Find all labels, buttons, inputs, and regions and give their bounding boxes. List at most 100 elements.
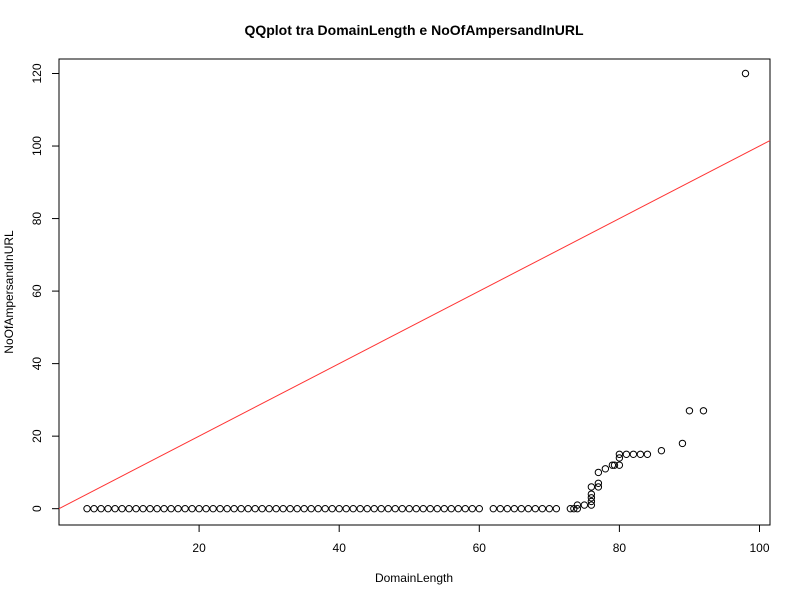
data-point (286, 504, 294, 513)
data-point (118, 504, 126, 513)
data-point (279, 504, 287, 513)
data-point (349, 504, 357, 513)
data-point (111, 504, 119, 513)
data-point (610, 461, 619, 469)
data-point (300, 504, 308, 513)
data-point (587, 483, 596, 491)
data-point (132, 504, 140, 513)
data-point (440, 504, 448, 513)
data-point (573, 504, 582, 513)
data-point (587, 490, 596, 498)
data-point (489, 504, 498, 513)
data-point (454, 504, 462, 513)
data-point (594, 483, 603, 491)
data-point (377, 504, 385, 513)
data-point (608, 461, 617, 469)
data-point (272, 504, 280, 513)
data-point (139, 504, 147, 513)
data-point (524, 504, 533, 513)
data-point (153, 504, 161, 513)
data-point (307, 504, 315, 513)
data-point (622, 450, 631, 458)
data-point (83, 504, 91, 513)
data-point (587, 497, 596, 506)
x-tick-label: 100 (749, 541, 769, 555)
data-point (587, 501, 596, 509)
plot-frame (58, 58, 771, 526)
data-point (601, 465, 610, 473)
x-tick-label: 20 (192, 541, 206, 555)
data-point (643, 450, 652, 458)
y-tick-label: 60 (30, 284, 44, 298)
data-point (167, 504, 175, 513)
data-point (510, 504, 519, 513)
data-point (615, 461, 624, 469)
data-point (531, 504, 540, 513)
data-point (237, 504, 245, 513)
data-point (125, 504, 133, 513)
data-point (90, 504, 98, 513)
data-point (496, 504, 505, 513)
data-point (545, 504, 554, 513)
data-point (181, 504, 189, 513)
x-tick-label: 40 (333, 541, 347, 555)
y-tick-label: 20 (30, 429, 44, 443)
y-tick-label: 120 (30, 63, 44, 83)
data-point (265, 504, 273, 513)
data-point (104, 504, 112, 513)
data-point (230, 504, 238, 513)
data-point (517, 504, 526, 513)
data-point (615, 454, 624, 462)
data-point (475, 504, 483, 513)
data-point (412, 504, 420, 513)
data-point (391, 504, 399, 513)
x-axis: 20 40 60 80 100 (192, 525, 770, 555)
data-point (552, 504, 561, 513)
data-point (216, 504, 224, 513)
data-point (503, 504, 512, 513)
data-point (741, 69, 750, 78)
data-point (314, 504, 322, 513)
data-point (195, 504, 203, 513)
data-point (209, 504, 217, 513)
data-point (678, 439, 687, 448)
data-point (342, 504, 350, 513)
chart-title: QQplot tra DomainLength e NoOfAmpersandI… (244, 22, 584, 38)
y-tick-label: 80 (30, 212, 44, 226)
data-point (405, 504, 413, 513)
data-point (328, 504, 336, 513)
data-point (538, 504, 547, 513)
data-point (384, 504, 392, 513)
data-point (615, 450, 624, 458)
data-point (433, 504, 441, 513)
data-point (202, 504, 210, 513)
data-point (594, 468, 603, 477)
data-point (321, 504, 329, 513)
data-point (188, 504, 196, 513)
y-axis: 0 20 40 60 80 100 120 (30, 63, 59, 512)
y-axis-label: NoOfAmpersandInURL (2, 230, 16, 354)
y-tick-label: 100 (30, 136, 44, 156)
plot-area (58, 69, 771, 513)
data-point (335, 504, 343, 513)
x-tick-label: 60 (473, 541, 487, 555)
x-axis-label: DomainLength (375, 571, 453, 585)
reference-line (58, 140, 771, 510)
data-point (566, 504, 575, 513)
data-point (160, 504, 168, 513)
data-point (447, 504, 455, 513)
y-tick-label: 40 (30, 357, 44, 371)
data-point (363, 504, 371, 513)
data-point (398, 504, 406, 513)
data-point (657, 446, 666, 455)
data-point (629, 450, 638, 458)
data-point (699, 407, 708, 415)
data-point (258, 504, 266, 513)
x-tick-label: 80 (613, 541, 627, 555)
y-tick-label: 0 (30, 505, 44, 512)
data-point (461, 504, 469, 513)
data-point (580, 501, 589, 509)
data-point (146, 504, 154, 513)
data-point (587, 494, 596, 502)
